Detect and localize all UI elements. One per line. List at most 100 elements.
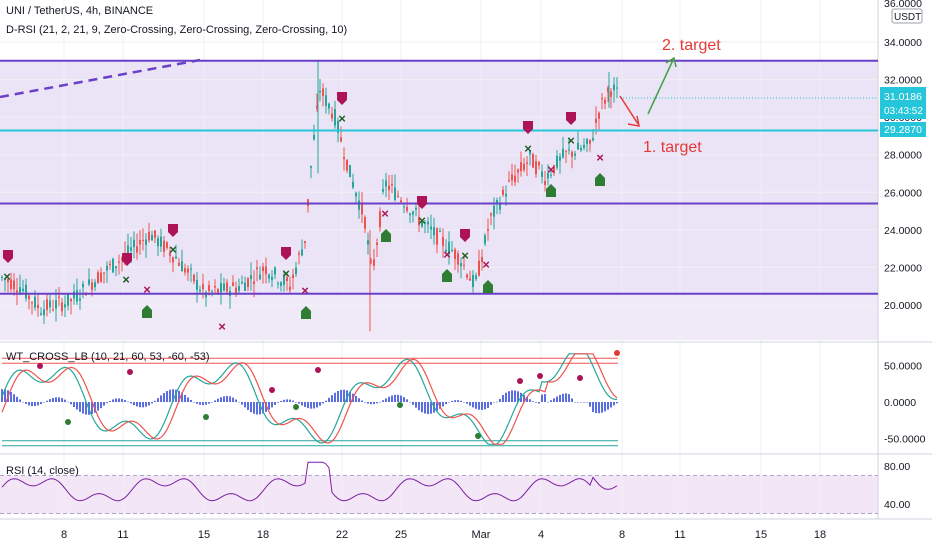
wt-histogram-bar (70, 402, 72, 405)
candle-body (343, 157, 345, 160)
wt-cross-dot (65, 419, 71, 425)
candle-body (436, 228, 438, 245)
wt-histogram-bar (193, 402, 195, 403)
candle-body (403, 206, 405, 208)
candle-body (133, 239, 135, 248)
candle-body (232, 282, 234, 286)
candle-body (508, 180, 510, 182)
wt-histogram-bar (307, 402, 309, 409)
cross-signal-icon: × (381, 206, 389, 221)
candle-body (220, 283, 222, 293)
time-tick-label: 11 (117, 529, 128, 541)
last-price-tag (880, 87, 926, 119)
wt-histogram-bar (616, 402, 618, 404)
wt-histogram-bar (463, 402, 465, 403)
wt-histogram-bar (484, 402, 486, 410)
wt-histogram-bar (361, 400, 363, 402)
price-tick-label: 20.0000 (884, 300, 922, 312)
candle-body (268, 274, 270, 279)
candle-body (520, 162, 522, 172)
candle-body (4, 279, 6, 281)
wt-histogram-bar (508, 391, 510, 402)
candle-body (214, 286, 216, 288)
wt-histogram-bar (55, 397, 57, 402)
candle-body (13, 280, 15, 290)
wt-histogram-bar (496, 401, 498, 403)
candle-body (16, 290, 18, 293)
candle-body (235, 287, 237, 293)
wt-histogram-bar (409, 401, 411, 403)
wt-histogram-bar (64, 399, 66, 402)
wt-histogram-bar (403, 397, 405, 402)
wt-histogram-bar (427, 402, 429, 415)
wt-histogram-bar (313, 402, 315, 409)
candle-body (82, 283, 84, 288)
wt-histogram-bar (502, 394, 504, 402)
wt-histogram-bar (49, 399, 51, 402)
currency-box (891, 8, 923, 24)
wt-histogram-bar (373, 402, 375, 405)
wt-histogram-bar (466, 402, 468, 404)
candle-body (211, 291, 213, 293)
candle-body (115, 266, 117, 269)
wt-histogram-bar (91, 402, 93, 415)
buy-signal-icon (442, 269, 452, 282)
candle-body (238, 286, 240, 291)
candle-body (415, 207, 417, 210)
candle-body (169, 251, 171, 256)
wt-histogram-bar (130, 402, 132, 404)
candle-body (202, 284, 204, 290)
wt-histogram-bar (586, 402, 588, 403)
candle-body (103, 272, 105, 274)
wt-histogram-bar (184, 394, 186, 402)
candle-body (571, 151, 573, 157)
cross-signal-icon: × (122, 272, 130, 287)
candle-body (328, 103, 330, 109)
wt-histogram-bar (151, 402, 153, 404)
wt-histogram-bar (100, 402, 102, 409)
wt-histogram-bar (22, 401, 24, 403)
candle-body (385, 180, 387, 187)
candle-body (562, 148, 564, 158)
wt-histogram-bar (238, 401, 240, 403)
candle-body (505, 193, 507, 197)
rsi-tick-label: 40.00 (884, 499, 910, 511)
wt-histogram-bar (505, 392, 507, 402)
wt-histogram-bar (436, 402, 438, 411)
wt-histogram-bar (52, 397, 54, 402)
wt-histogram-bar (103, 402, 105, 406)
cross-signal-icon: × (218, 319, 226, 334)
wt-histogram-bar (556, 396, 558, 402)
target-2-label: 2. target (662, 37, 721, 54)
time-tick-label: 25 (395, 529, 407, 541)
candle-body (61, 302, 63, 312)
buy-signal-icon (301, 306, 311, 319)
wt-histogram-bar (232, 397, 234, 402)
wt-histogram-bar (247, 402, 249, 411)
candle-body (70, 298, 72, 302)
red-arrow-shaft (619, 95, 639, 125)
wt-histogram-bar (67, 401, 69, 403)
cross-signal-icon: × (482, 257, 490, 272)
symbol-title: UNI / TetherUS, 4h, BINANCE (6, 5, 154, 17)
candle-body (454, 249, 456, 260)
candle-body (145, 239, 147, 245)
wt-histogram-bar (61, 398, 63, 402)
wt-histogram-bar (559, 394, 561, 402)
candle-body (376, 242, 378, 245)
rsi-title: RSI (14, close) (6, 465, 79, 477)
cross-signal-icon: × (524, 141, 532, 156)
wt-histogram-bar (388, 396, 390, 402)
wt-histogram-bar (175, 389, 177, 402)
wt-histogram-bar (475, 402, 477, 409)
candle-body (106, 265, 108, 271)
red-arrow-head (627, 115, 640, 127)
candle-body (175, 256, 177, 259)
candle-body (598, 112, 600, 119)
candle-body (379, 211, 381, 228)
time-tick-label: 8 (61, 529, 67, 541)
time-tick-label: 18 (814, 529, 826, 541)
sell-signal-icon (337, 92, 347, 105)
